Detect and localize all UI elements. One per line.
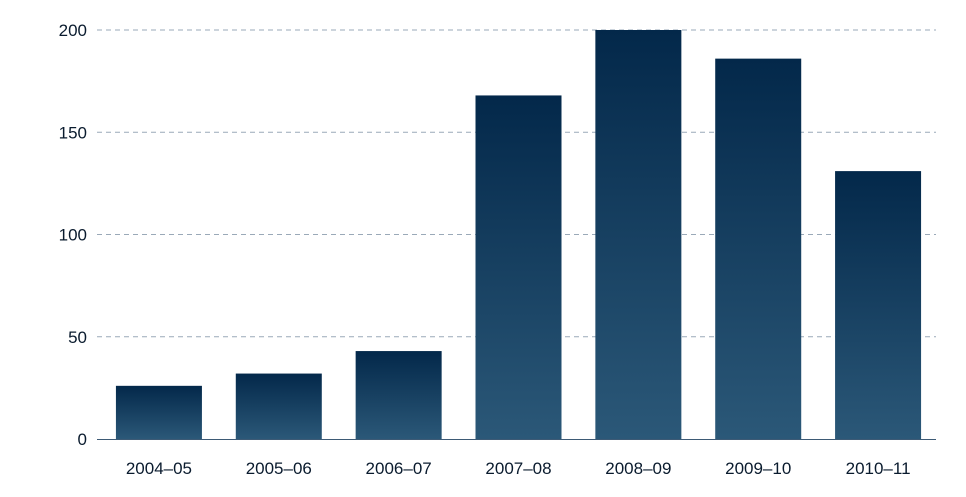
- x-tick-labels: 2004–05 2005–06 2006–07 2007–08 2008–09 2009–…: [126, 459, 911, 478]
- bar: [835, 171, 922, 440]
- grid-lines: [97, 29, 936, 338]
- y-tick-labels: 0 50 100 150 200: [59, 21, 87, 449]
- y-tick-label: 50: [68, 328, 87, 347]
- bar: [595, 30, 682, 439]
- bar: [715, 58, 802, 439]
- bar: [115, 385, 202, 439]
- x-tick-label: 2008–09: [605, 459, 671, 478]
- x-tick-label: 2004–05: [126, 459, 192, 478]
- y-tick-label: 150: [59, 123, 87, 142]
- y-tick-label: 0: [78, 430, 87, 449]
- bars: [115, 30, 922, 440]
- x-tick-label: 2006–07: [366, 459, 432, 478]
- x-tick-label: 2005–06: [246, 459, 312, 478]
- y-tick-label: 100: [59, 226, 87, 245]
- y-tick-label: 200: [59, 21, 87, 40]
- bar: [475, 95, 562, 439]
- x-tick-label: 2007–08: [485, 459, 551, 478]
- x-tick-label: 2009–10: [725, 459, 791, 478]
- bar: [355, 351, 442, 439]
- bar: [235, 373, 322, 439]
- x-tick-label: 2010–11: [846, 459, 911, 478]
